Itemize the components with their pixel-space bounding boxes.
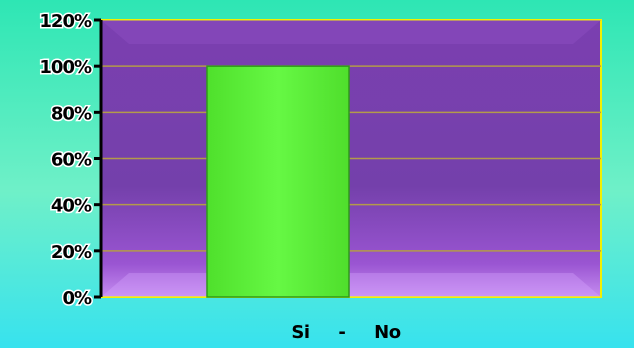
y-tick-label: 80% xyxy=(51,103,92,124)
y-tick-label: 0% xyxy=(62,288,92,309)
y-tick-label: 120% xyxy=(39,11,92,32)
gridlines xyxy=(101,65,601,252)
bars xyxy=(206,65,350,298)
y-tick-label: 60% xyxy=(51,150,92,171)
plot-floor-shade xyxy=(101,273,601,297)
y-tick-label: 40% xyxy=(51,196,92,217)
plot-back-wall-shade xyxy=(101,20,601,44)
y-axis-ticks: 0% 20% 40% 60% 80% 100% 120% xyxy=(38,10,101,311)
bar xyxy=(206,65,350,298)
y-tick-label: 100% xyxy=(39,57,92,78)
y-tick-label: 20% xyxy=(51,242,92,263)
x-category-label: Si - No xyxy=(291,322,400,343)
